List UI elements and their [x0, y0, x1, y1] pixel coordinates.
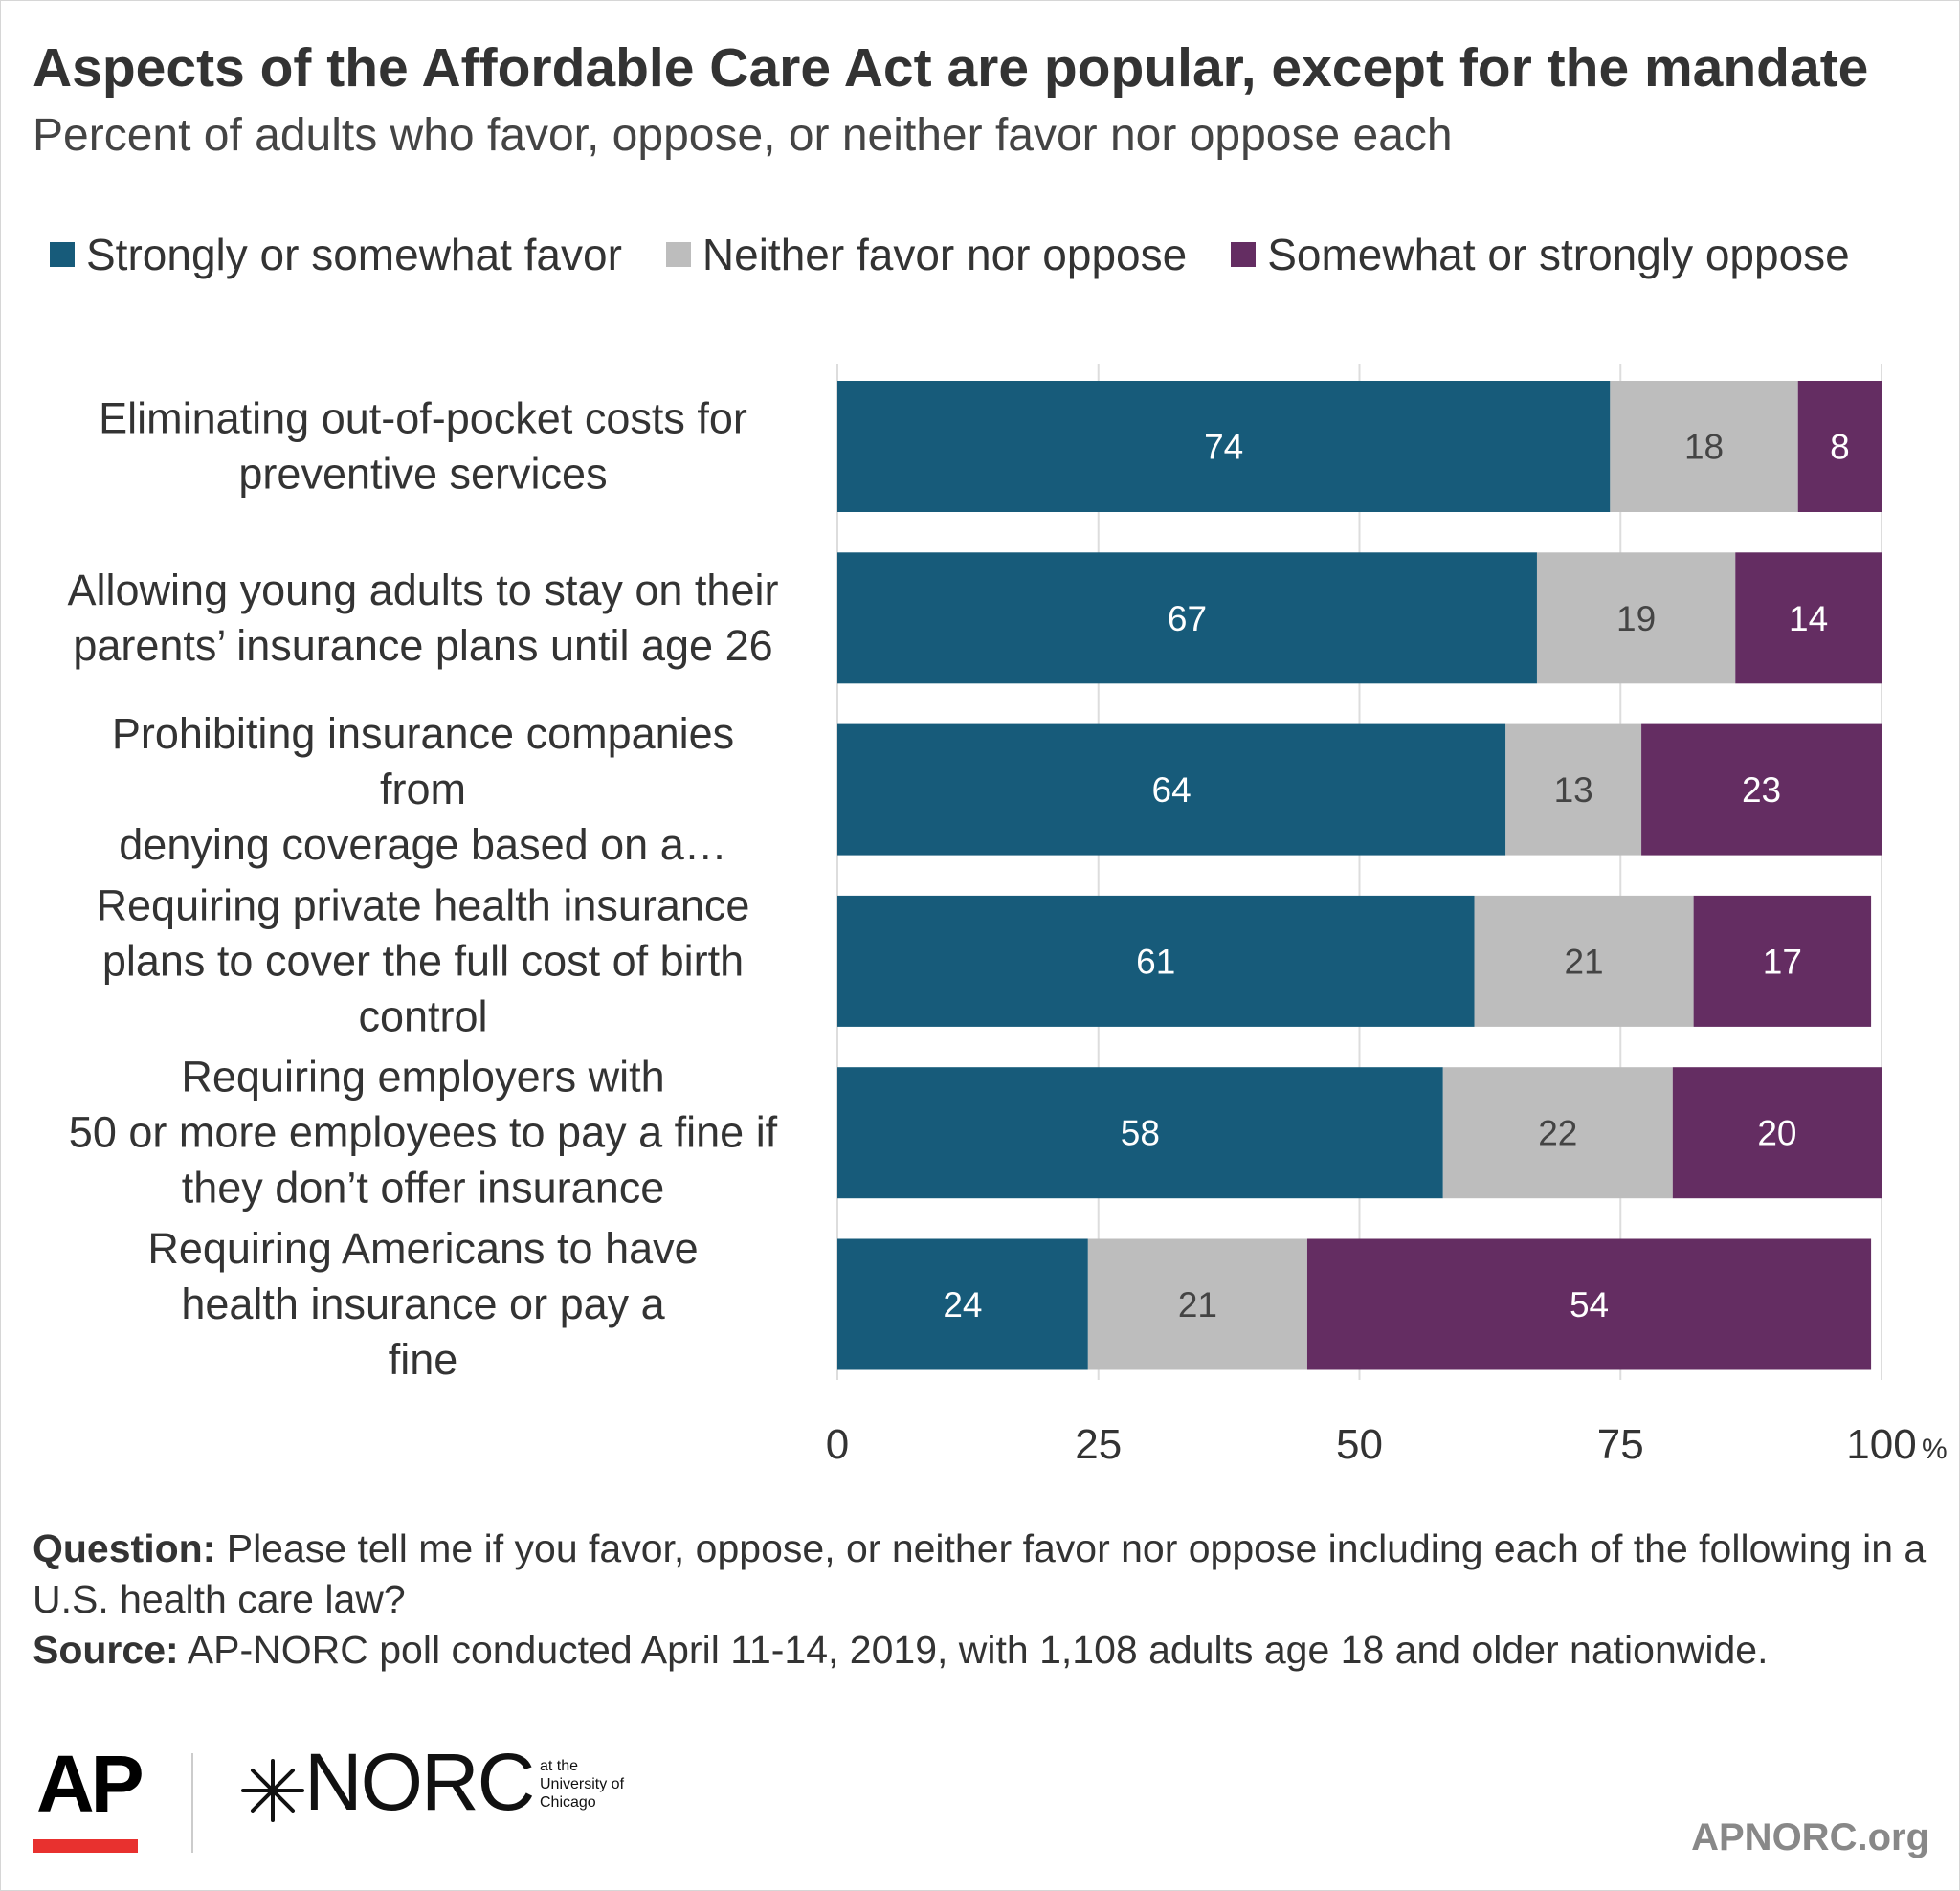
data-label: 64	[1152, 770, 1192, 810]
data-label: 21	[1178, 1285, 1217, 1324]
bar-segment-favor	[837, 381, 1611, 512]
bar-segment-neither	[1087, 1238, 1307, 1370]
logo-divider	[191, 1753, 193, 1853]
norc-logo-subtext: at the University of Chicago	[540, 1757, 655, 1812]
x-tick-label: 0	[826, 1421, 849, 1468]
category-label: Prohibiting insurance companies from denyi…	[112, 709, 734, 869]
legend-label-favor: Strongly or somewhat favor	[86, 230, 622, 279]
data-label: 67	[1168, 599, 1207, 638]
legend-swatch-favor	[50, 242, 75, 267]
question-label: Question:	[33, 1526, 216, 1570]
data-label: 14	[1789, 599, 1828, 638]
bar-segment-neither	[1505, 723, 1642, 856]
category-label-line: from	[380, 765, 466, 813]
bar-segment-oppose	[1735, 552, 1882, 684]
data-label: 21	[1564, 942, 1603, 981]
data-label: 24	[943, 1285, 982, 1324]
ap-logo-bar	[33, 1839, 138, 1853]
category-label-line: preventive services	[238, 450, 607, 499]
category-label-line: fine	[389, 1335, 458, 1384]
legend-item-neither: Neither favor nor oppose	[665, 229, 1188, 280]
category-label-line: Requiring private health insurance	[97, 880, 750, 929]
data-label: 54	[1570, 1285, 1609, 1324]
data-label: 13	[1554, 770, 1593, 810]
norc-sub-line: at the	[540, 1758, 579, 1774]
norc-sub-line: University of	[540, 1776, 625, 1792]
data-label: 23	[1742, 770, 1781, 810]
x-tick-label: 75	[1597, 1421, 1644, 1468]
legend-item-favor: Strongly or somewhat favor	[50, 229, 622, 280]
category-label-line: denying coverage based on a…	[119, 820, 726, 869]
chart-subtitle: Percent of adults who favor, oppose, or …	[33, 110, 1453, 161]
legend-swatch-neither	[665, 242, 691, 267]
bar-segment-favor	[837, 1067, 1443, 1199]
norc-sub-line: Chicago	[540, 1794, 596, 1811]
data-label: 8	[1830, 428, 1850, 467]
legend-item-oppose: Somewhat or strongly oppose	[1231, 229, 1850, 280]
bar-segment-neither	[1474, 895, 1694, 1027]
bar-segment-neither	[1610, 381, 1798, 512]
category-label-line: Prohibiting insurance companies	[112, 709, 734, 758]
norc-logo: NORC	[304, 1737, 535, 1827]
legend-swatch-oppose	[1231, 242, 1257, 267]
x-axis-unit: %	[1922, 1434, 1948, 1465]
data-label: 20	[1757, 1114, 1796, 1153]
bar-segment-oppose	[1693, 895, 1872, 1027]
data-label: 18	[1684, 428, 1724, 467]
category-label-line: 50 or more employees to pay a fine if	[69, 1108, 778, 1157]
site-url: APNORC.org	[1691, 1816, 1929, 1858]
category-label-line: Allowing young adults to stay on their	[68, 566, 779, 614]
category-label-line: control	[358, 991, 487, 1040]
data-label: 58	[1121, 1114, 1160, 1153]
footnote: Question: Please tell me if you favor, o…	[33, 1524, 1927, 1676]
bar-segment-favor	[837, 1238, 1088, 1370]
data-label: 74	[1204, 428, 1243, 467]
legend-label-oppose: Somewhat or strongly oppose	[1267, 230, 1850, 279]
category-label-line: they don’t offer insurance	[182, 1164, 665, 1212]
category-label-line: health insurance or pay a	[181, 1279, 665, 1328]
bar-segment-oppose	[1641, 723, 1882, 856]
legend-label-neither: Neither favor nor oppose	[702, 230, 1188, 279]
bar-segment-oppose	[1306, 1238, 1872, 1370]
x-tick-label: 100	[1846, 1421, 1916, 1468]
bar-segment-oppose	[1797, 381, 1882, 512]
category-label: Requiring Americans to have health insura…	[147, 1224, 698, 1384]
category-label-line: parents’ insurance plans until age 26	[73, 621, 772, 670]
x-tick-label: 25	[1075, 1421, 1122, 1468]
category-label: Requiring employers with 50 or more emplo…	[69, 1053, 778, 1212]
bar-segment-oppose	[1672, 1067, 1882, 1199]
bar-segment-neither	[1536, 552, 1736, 684]
ap-logo: AP	[36, 1739, 145, 1829]
question-text: Please tell me if you favor, oppose, or …	[33, 1526, 1927, 1621]
category-label-line: Requiring Americans to have	[147, 1224, 698, 1273]
category-label-line: Requiring employers with	[181, 1053, 664, 1101]
category-label: Eliminating out-of-pocket costs for preve…	[99, 394, 747, 499]
category-label-line: plans to cover the full cost of birth	[102, 936, 744, 985]
legend: Strongly or somewhat favor Neither favor…	[50, 228, 1894, 281]
data-label: 61	[1136, 942, 1175, 981]
bar-segment-favor	[837, 723, 1506, 856]
bar-segment-favor	[837, 552, 1537, 684]
category-label-line: Eliminating out-of-pocket costs for	[99, 394, 747, 443]
source-label: Source:	[33, 1628, 179, 1672]
chart-title: Aspects of the Affordable Care Act are p…	[33, 37, 1869, 99]
source-text: AP-NORC poll conducted April 11-14, 2019…	[178, 1628, 1769, 1672]
bar-segment-neither	[1442, 1067, 1673, 1199]
category-label: Allowing young adults to stay on their pa…	[68, 566, 779, 670]
stacked-bar-chart: 74 18 8 Eliminating out-of-pocket costs for…	[68, 364, 1948, 1468]
data-label: 17	[1763, 942, 1802, 981]
x-tick-label: 50	[1336, 1421, 1383, 1468]
norc-star-icon	[241, 1759, 304, 1822]
bar-segment-favor	[837, 895, 1475, 1027]
data-label: 22	[1538, 1114, 1577, 1153]
category-label: Requiring private health insurance plans …	[97, 880, 750, 1040]
data-label: 19	[1616, 599, 1656, 638]
